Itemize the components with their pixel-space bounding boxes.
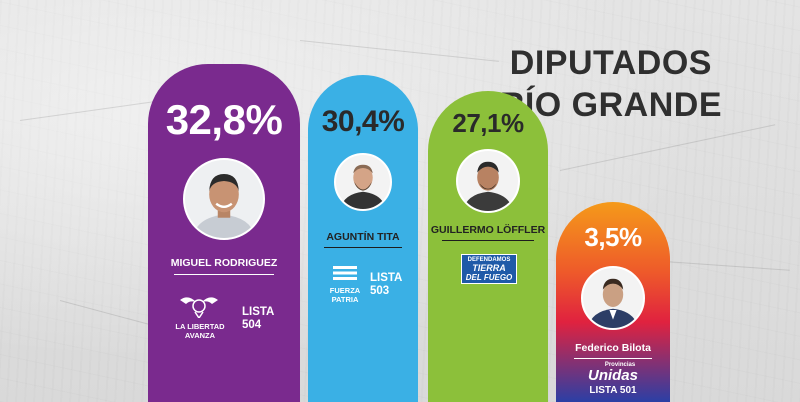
party-logo-provincias-unidas: Provincias Unidas <box>587 362 638 384</box>
divider <box>174 274 274 275</box>
party-logo-defendamos-tierra-del-fuego: DEFENDAMOS TIERRA DEL FUEGO <box>461 253 517 284</box>
name-miguel-rodriguez: MIGUEL RODRIGUEZ <box>170 257 278 269</box>
avatar-federico-bilota <box>581 266 645 330</box>
value-label-federico-bilota: 3,5% <box>584 222 642 252</box>
flag-stripes-icon <box>333 266 357 281</box>
value-label-aguntin-tita: 30,4% <box>321 105 405 139</box>
chart-title: DIPUTADOS RÍO GRANDE <box>500 42 722 126</box>
bar-guillermo-loffler: 27,1% GUILLERMO LÖFFLER DEFENDAMOS TIERR… <box>428 90 548 402</box>
name-guillermo-loffler: GUILLERMO LÖFFLER <box>430 223 546 236</box>
bar-aguntin-tita: 30,4% AGUNTÍN TITA FUERZA PATRIA LISTA <box>308 75 418 402</box>
name-aguntin-tita: AGUNTÍN TITA <box>326 231 400 244</box>
person-avatar-icon <box>185 160 263 238</box>
party-logo-la-libertad-avanza <box>178 292 220 320</box>
divider <box>574 358 652 359</box>
name-federico-bilota: Federico Bilota <box>575 342 651 354</box>
title-line-1: DIPUTADOS <box>509 44 712 82</box>
party-logo-fuerza-patria <box>333 265 357 281</box>
value-label-guillermo-loffler: 27,1% <box>452 107 524 138</box>
person-avatar-icon <box>336 155 390 210</box>
value-label-miguel-rodriguez: 32,8% <box>165 96 283 143</box>
lista-number-504: LISTA 504 <box>242 306 275 331</box>
person-avatar-icon <box>583 268 643 328</box>
avatar-miguel-rodriguez <box>183 158 265 240</box>
party-name-la-libertad-avanza: LA LIBERTAD AVANZA <box>175 322 225 340</box>
divider <box>442 239 534 241</box>
divider <box>324 247 402 249</box>
party-name-fuerza-patria: FUERZA PATRIA <box>329 286 361 305</box>
lion-wings-icon <box>180 297 218 320</box>
bar-federico-bilota: 3,5% Federico Bilota Provincias Unidas L… <box>556 202 670 402</box>
bar-miguel-rodriguez: 32,8% MIGUEL RODRIGUEZ LA LIBERTAD A <box>148 64 300 402</box>
avatar-aguntin-tita <box>334 153 392 212</box>
lista-number-501: LISTA 501 <box>589 385 637 396</box>
avatar-guillermo-loffler <box>456 148 520 213</box>
lista-number-503: LISTA 503 <box>370 272 403 298</box>
person-avatar-icon <box>458 150 518 211</box>
